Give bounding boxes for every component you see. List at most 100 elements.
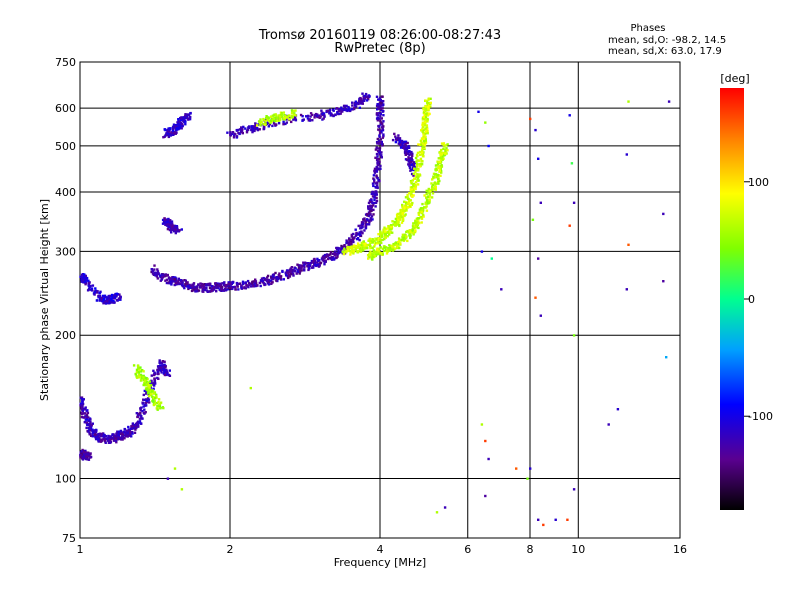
data-point — [423, 194, 426, 197]
data-point — [128, 429, 132, 432]
data-point — [107, 296, 111, 299]
data-point — [267, 118, 270, 121]
data-point — [424, 206, 427, 209]
data-point — [273, 113, 276, 116]
data-point — [376, 157, 379, 161]
data-point — [165, 281, 169, 285]
data-point — [367, 243, 370, 247]
data-point — [414, 221, 418, 224]
data-point — [184, 116, 187, 119]
data-point — [375, 248, 379, 251]
data-point — [408, 166, 412, 169]
data-point — [412, 172, 415, 175]
data-point — [212, 285, 216, 288]
data-point — [286, 274, 289, 278]
data-point — [142, 398, 145, 401]
data-point — [261, 277, 264, 281]
data-point — [274, 113, 277, 116]
data-point — [292, 118, 295, 121]
data-point — [184, 279, 187, 282]
data-point — [371, 182, 375, 185]
data-point — [380, 101, 383, 105]
data-point — [299, 270, 302, 273]
data-point — [139, 373, 143, 377]
data-point — [153, 402, 157, 406]
data-point — [417, 179, 420, 182]
data-point — [416, 183, 420, 186]
data-point — [409, 236, 412, 240]
data-point — [215, 290, 218, 293]
data-point — [118, 430, 121, 433]
data-point — [420, 141, 423, 144]
data-point — [100, 433, 103, 436]
data-point — [157, 400, 160, 404]
data-point — [84, 406, 87, 409]
data-point — [245, 284, 248, 287]
data-point — [189, 111, 192, 115]
data-point — [161, 274, 165, 277]
data-point — [183, 286, 186, 290]
data-point — [310, 266, 314, 269]
data-point — [542, 523, 545, 527]
data-point — [343, 105, 346, 108]
data-point — [84, 418, 87, 421]
data-point — [89, 427, 93, 430]
data-point — [398, 137, 402, 140]
data-point — [332, 108, 335, 111]
data-point — [405, 235, 408, 238]
data-point — [420, 143, 423, 146]
data-point — [295, 272, 298, 275]
data-point — [292, 274, 295, 277]
data-point — [94, 287, 97, 290]
data-point — [332, 258, 336, 261]
data-point — [171, 228, 174, 232]
data-point — [554, 518, 557, 521]
data-point — [210, 285, 214, 288]
data-point — [382, 133, 385, 136]
data-point — [155, 396, 158, 399]
data-point — [284, 272, 287, 275]
data-point — [258, 128, 261, 131]
data-point — [117, 437, 120, 441]
data-point — [397, 240, 401, 243]
data-point — [280, 113, 283, 116]
data-point — [151, 270, 155, 273]
data-point — [376, 160, 379, 163]
data-point — [388, 233, 391, 236]
data-point — [396, 136, 400, 140]
data-point — [272, 273, 276, 276]
data-point — [111, 297, 114, 300]
data-point — [372, 174, 376, 177]
data-point — [378, 129, 381, 132]
data-point — [351, 104, 354, 107]
data-point — [424, 132, 427, 135]
data-point — [361, 232, 364, 235]
data-point — [147, 383, 151, 387]
data-point — [290, 120, 293, 124]
data-point — [376, 155, 379, 158]
data-point — [380, 95, 384, 98]
data-point — [190, 284, 193, 287]
data-point — [376, 177, 379, 180]
data-point — [325, 255, 328, 259]
data-point — [88, 423, 91, 426]
data-point — [440, 171, 443, 174]
data-point — [160, 361, 164, 364]
data-point — [188, 283, 191, 287]
data-point — [393, 223, 397, 226]
data-point — [166, 132, 170, 135]
data-point — [314, 259, 317, 262]
data-point — [352, 232, 355, 236]
data-point — [374, 191, 377, 194]
data-point — [191, 286, 194, 289]
data-point — [440, 164, 443, 167]
data-point — [446, 143, 449, 146]
data-point — [410, 203, 413, 206]
data-point — [438, 160, 441, 164]
data-point — [312, 266, 315, 269]
data-point — [336, 253, 339, 256]
data-point — [422, 213, 425, 217]
data-point — [252, 127, 255, 130]
data-point — [372, 208, 375, 212]
data-point — [111, 436, 115, 440]
